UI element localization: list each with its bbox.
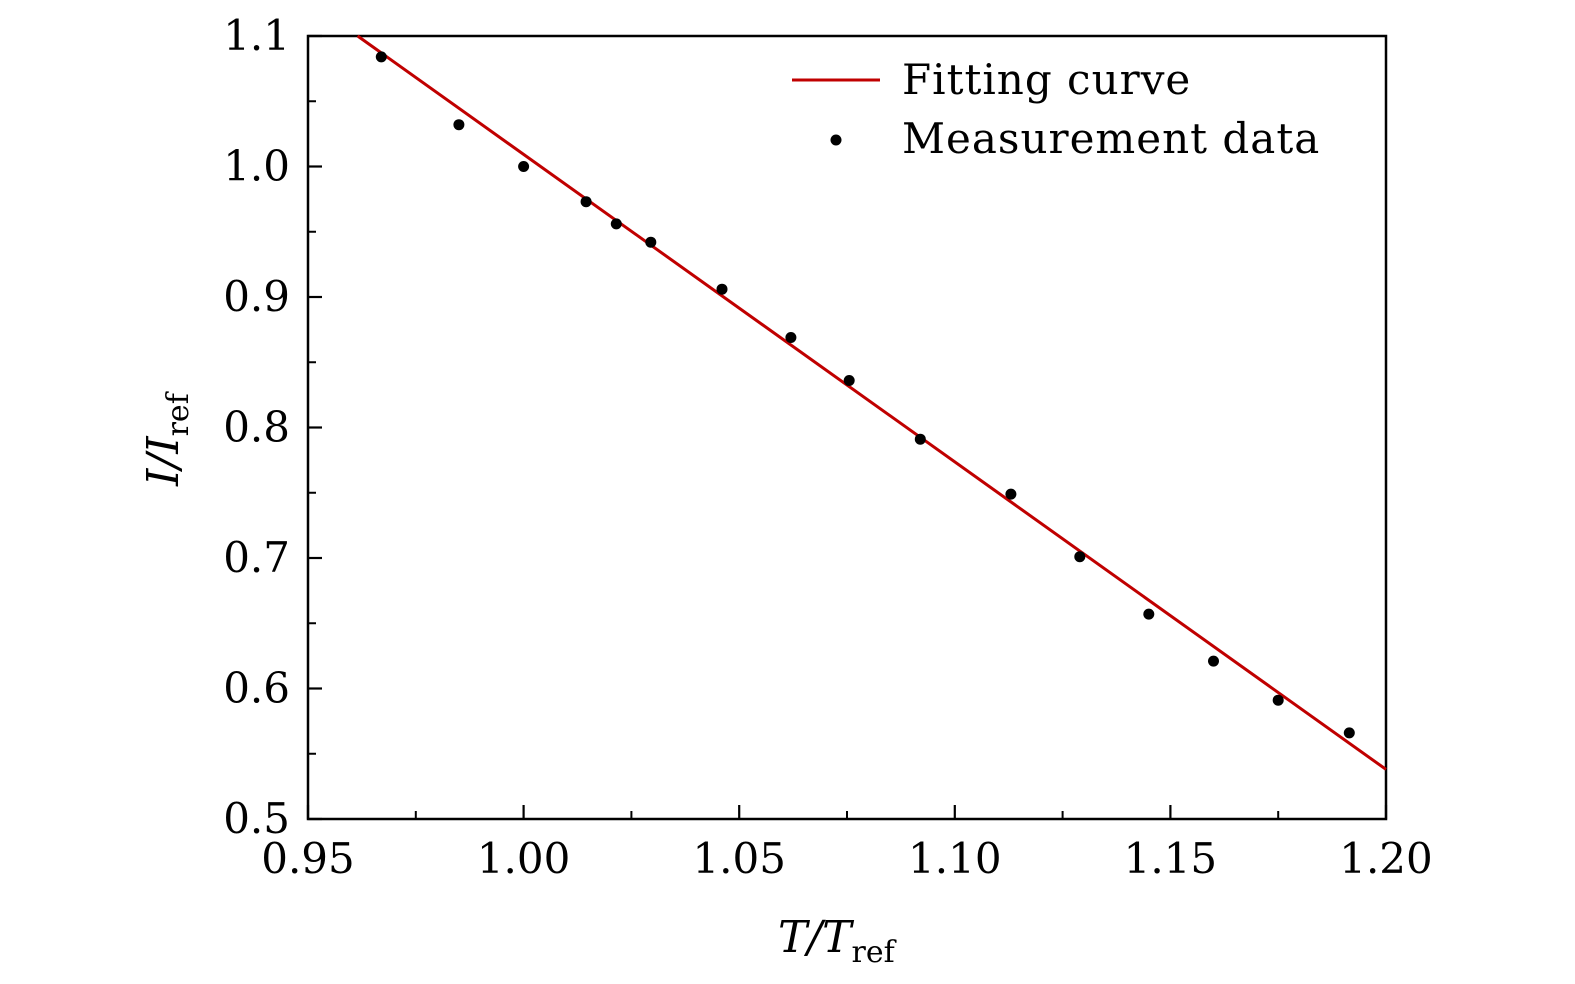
y-tick-label: 1.0 [223,142,290,191]
measurement-point [1005,488,1017,500]
measurement-point [375,51,387,63]
measurement-point [645,236,657,248]
measurement-point [518,161,530,172]
measurement-point [843,375,855,386]
legend-label-fitting: Fitting curve [902,55,1191,104]
fit-layer [356,34,1387,771]
x-axis-title-main: T/T [778,912,855,963]
measurement-point [1343,727,1355,739]
measurement-point [785,332,797,343]
fitting-curve-line [356,34,1387,771]
x-axis-title: T/Tref [778,912,897,970]
x-axis-title-sub: ref [852,935,897,970]
y-axis-title: I/Iref [138,391,196,487]
measurement-point [1074,551,1086,563]
y-tick-label: 0.8 [223,403,290,452]
measurement-point [453,119,465,131]
x-tick-label: 1.20 [1339,834,1433,883]
measurement-point [1143,608,1155,620]
x-tick-label: 0.95 [261,834,355,883]
measurement-point [1272,694,1284,706]
x-tick-label: 1.15 [1124,834,1218,883]
y-tick-label: 0.6 [223,664,290,713]
x-tick-label: 1.00 [477,834,571,883]
measurement-point [1208,655,1219,667]
y-tick-label: 1.1 [223,11,290,60]
y-axis-title-sub: ref [161,391,196,436]
points-layer [375,51,1355,739]
y-axis-title-main: I/I [138,435,189,487]
x-tick-label: 1.10 [908,834,1002,883]
x-tick-label: 1.05 [692,834,786,883]
measurement-point [580,196,592,208]
measurement-point [914,433,926,445]
legend: Fitting curve Measurement data [792,55,1320,163]
legend-point-swatch [830,134,842,146]
legend-label-measurement: Measurement data [902,114,1320,163]
measurement-point [610,218,622,230]
y-tick-label: 0.9 [223,272,290,321]
y-tick-label: 0.5 [223,794,290,843]
measurement-point [716,283,728,295]
y-tick-label: 0.7 [223,533,290,582]
ticks-layer: 0.95 1.00 1.05 1.10 1.15 1.20 0.5 0.6 0.7 0.8 0.9 1… [223,11,1433,883]
